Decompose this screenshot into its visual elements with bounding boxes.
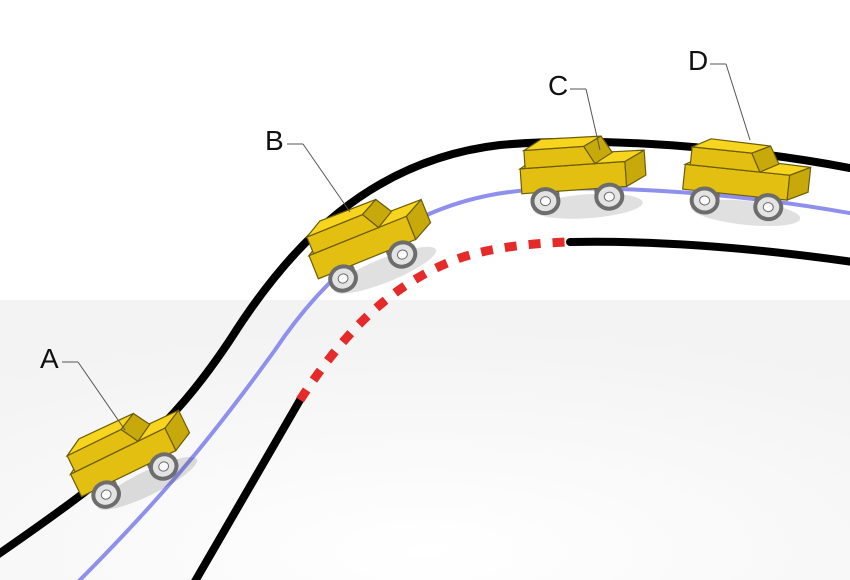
diagram-canvas: A B C D bbox=[0, 0, 850, 580]
label-text-a: A bbox=[40, 343, 59, 374]
label-text-b: B bbox=[265, 125, 284, 156]
label-text-d: D bbox=[688, 45, 708, 76]
label-text-c: C bbox=[548, 70, 568, 101]
